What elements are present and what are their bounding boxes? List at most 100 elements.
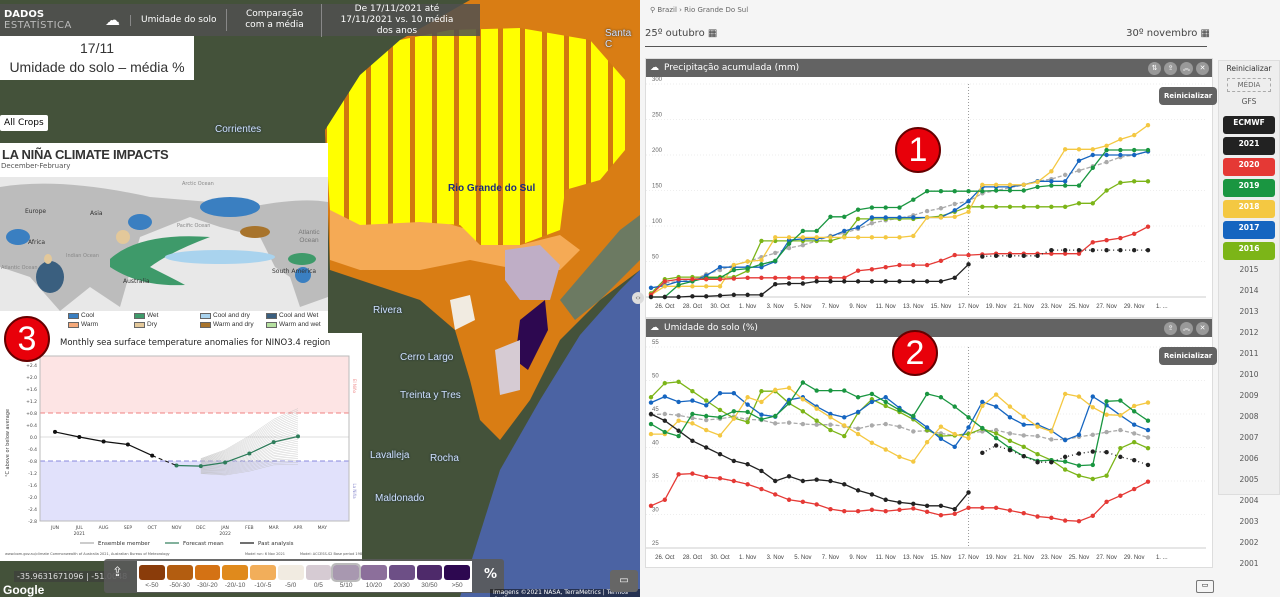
year-toggle-2012[interactable]: 2012 — [1239, 328, 1259, 337]
data-point-2020 — [897, 262, 902, 268]
year-toggle-2005[interactable]: 2005 — [1239, 475, 1259, 484]
year-toggle-ecmwf[interactable]: ECMWF — [1223, 116, 1275, 134]
y-tick-label: 50 — [652, 374, 659, 380]
unit-toggle[interactable]: % — [484, 567, 498, 582]
scale-swatch[interactable]: 0/5 — [305, 565, 332, 589]
map-label-region: Rio Grande do Sul — [448, 183, 536, 194]
end-date-picker[interactable]: 30º novembro ▦ — [1126, 28, 1210, 39]
year-toggle-2006[interactable]: 2006 — [1239, 454, 1259, 463]
year-toggle-2017[interactable]: 2017 — [1223, 221, 1275, 239]
ensemble-member-line — [200, 412, 299, 460]
data-point-2021 — [648, 411, 654, 417]
scale-swatch[interactable]: 10/20 — [361, 565, 387, 589]
close-icon[interactable]: ✕ — [1196, 321, 1209, 335]
year-toggle-2007[interactable]: 2007 — [1239, 433, 1259, 442]
label-indian: Indian Ocean — [66, 253, 99, 259]
year-toggle-2021[interactable]: 2021 — [1223, 137, 1275, 155]
comparison-selector[interactable]: Comparação com a média — [226, 9, 321, 31]
data-point-2017 — [1062, 437, 1068, 443]
data-point-2021 — [952, 275, 957, 281]
data-point-2017 — [1049, 179, 1054, 184]
scale-swatch[interactable]: 20/30 — [388, 565, 415, 589]
year-toggle-2010[interactable]: 2010 — [1239, 370, 1259, 379]
close-icon[interactable]: ✕ — [1196, 61, 1209, 75]
data-point-2019 — [648, 421, 654, 427]
start-date-picker[interactable]: 25º outubro ▦ — [645, 28, 717, 39]
footer-source: www.bom.gov.au/climate Commonwealth of A… — [5, 552, 170, 556]
year-toggle-2001[interactable]: 2001 — [1239, 559, 1259, 568]
x-tick-label: 1. Nov — [739, 555, 756, 561]
x-tick-label: 5. Nov — [794, 555, 811, 561]
calendar-icon[interactable]: ▦ — [707, 28, 718, 39]
scale-swatch[interactable]: <-50 — [139, 565, 165, 589]
data-point-2018 — [883, 235, 888, 240]
year-toggle-2008[interactable]: 2008 — [1239, 412, 1259, 421]
data-point-2018 — [1007, 404, 1013, 409]
data-point-2019 — [924, 391, 930, 397]
collapse-icon[interactable]: ︽ — [1180, 321, 1193, 335]
year-toggle-2014[interactable]: 2014 — [1239, 286, 1259, 295]
year-toggle-2020[interactable]: 2020 — [1223, 158, 1275, 176]
scale-swatch[interactable]: >50 — [444, 565, 470, 589]
scale-swatch[interactable]: -5/0 — [277, 565, 304, 589]
year-toggle-2019[interactable]: 2019 — [1223, 179, 1275, 197]
year-toggle-2013[interactable]: 2013 — [1239, 307, 1259, 316]
year-toggle-2002[interactable]: 2002 — [1239, 538, 1259, 547]
scale-swatch[interactable]: -10/-5 — [250, 565, 276, 589]
scale-swatch[interactable]: 30/50 — [416, 565, 443, 589]
data-point-2019 — [883, 399, 888, 405]
layout-icon[interactable]: ▭ — [1196, 580, 1214, 593]
calendar-icon[interactable]: ▦ — [1200, 28, 1210, 39]
connector-line — [152, 455, 177, 466]
export-icon[interactable]: ⇪ — [1164, 61, 1177, 75]
year-toggle-2015[interactable]: 2015 — [1239, 265, 1259, 274]
brand[interactable]: DADOS ESTATÍSTICA — [0, 9, 95, 31]
year-toggle-2018[interactable]: 2018 — [1223, 200, 1275, 218]
data-point-ecmwf — [1090, 247, 1095, 253]
scale-swatch[interactable]: 5/10 — [331, 563, 361, 589]
scale-swatch[interactable]: -50/-30 — [166, 565, 193, 589]
period-selector[interactable]: De 17/11/2021 até 17/11/2021 vs. 10 médi… — [321, 3, 471, 37]
scale-swatch[interactable]: -20/-10 — [222, 565, 248, 589]
year-toggle-2016[interactable]: 2016 — [1223, 242, 1275, 260]
x-tick-label: 27. Nov — [1096, 555, 1117, 561]
year-toggle-2003[interactable]: 2003 — [1239, 517, 1259, 526]
year-toggle-2011[interactable]: 2011 — [1239, 349, 1259, 358]
data-point-2019 — [731, 409, 737, 414]
compare-icon[interactable]: ⇅ — [1148, 61, 1161, 75]
reset-years-button[interactable]: Reinicializar — [1226, 64, 1272, 73]
data-point-2020 — [1049, 251, 1054, 256]
breadcrumb-text[interactable]: Brazil › Rio Grande Do Sul — [657, 6, 749, 14]
date-range-slider[interactable] — [645, 46, 1207, 47]
data-point-2016 — [1007, 438, 1013, 443]
data-point-2018 — [828, 415, 833, 420]
data-point-2018 — [980, 403, 985, 409]
variable-selector[interactable]: Umidade do solo — [130, 14, 226, 26]
data-point-média — [786, 245, 792, 251]
scale-swatch[interactable]: -30/-20 — [194, 565, 221, 589]
year-toggle-2009[interactable]: 2009 — [1239, 391, 1259, 400]
cloud-rain-icon[interactable]: ☁ — [105, 10, 120, 29]
map-view[interactable]: Rio Grande do Sul Corrientes Rivera Cerr… — [0, 0, 640, 597]
x-tick-label: OCT — [147, 525, 157, 531]
year-label: 2022 — [219, 531, 231, 537]
all-crops-button[interactable]: All Crops — [0, 115, 48, 131]
reset-zoom-button[interactable]: Reinicializar — [1159, 87, 1218, 105]
data-point-2018 — [1049, 169, 1054, 174]
collapse-icon[interactable]: ︽ — [1180, 61, 1193, 75]
data-point-2020 — [993, 505, 999, 510]
data-point-2018 — [1104, 143, 1109, 148]
share-icon[interactable]: ⇪ — [112, 565, 123, 580]
data-point-2019 — [676, 433, 681, 439]
data-point-2020 — [745, 275, 750, 281]
legend-swatch — [266, 321, 277, 328]
x-tick-label: 9. Nov — [849, 304, 866, 310]
reset-zoom-button[interactable]: Reinicializar — [1159, 347, 1218, 365]
export-icon[interactable]: ⇪ — [1164, 321, 1177, 335]
data-point-2020 — [924, 262, 930, 268]
year-toggle-media[interactable]: MÉDIA — [1227, 78, 1271, 92]
year-toggle-gfs[interactable]: GFS — [1241, 97, 1257, 106]
year-toggle-2004[interactable]: 2004 — [1239, 496, 1259, 505]
collapse-handle[interactable]: ‹› — [632, 292, 644, 304]
layers-icon[interactable]: ▭ — [610, 570, 638, 592]
